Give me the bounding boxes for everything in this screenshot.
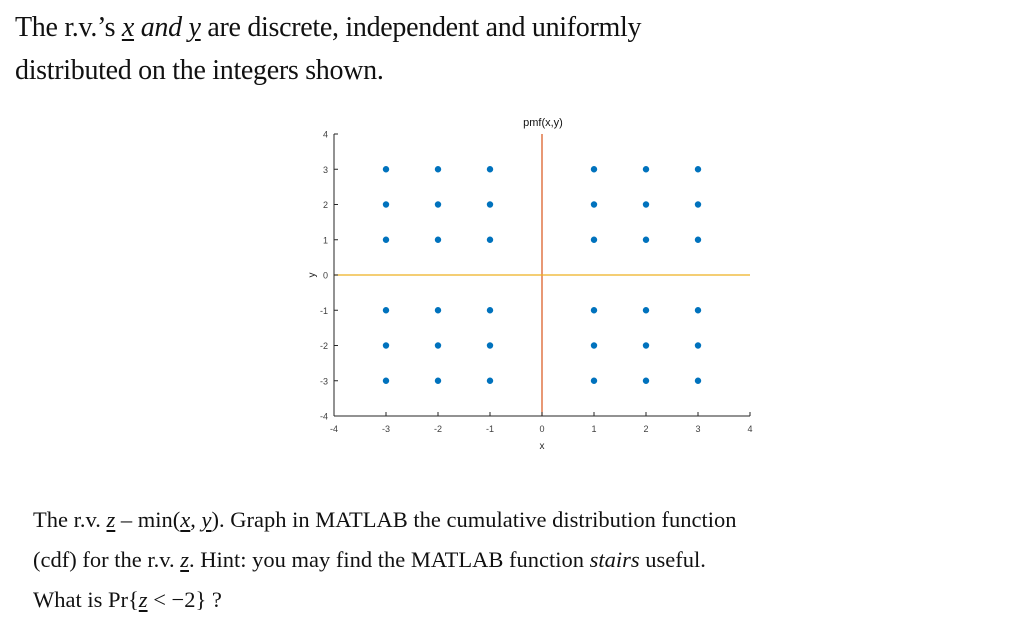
pmf-point (694, 166, 702, 173)
question-text: – min( (115, 507, 181, 532)
pmf-point (590, 342, 598, 349)
intro-and: and (134, 12, 189, 43)
x-tick-label: 0 (539, 424, 544, 434)
pmf-point (642, 166, 650, 173)
pmf-point (694, 236, 702, 243)
question-text: The r.v. (33, 507, 107, 532)
pmf-point (694, 342, 702, 349)
y-tick-label: -4 (320, 412, 328, 422)
pmf-point (434, 342, 442, 349)
pmf-point (434, 236, 442, 243)
question-text: . Hint: you may find the MATLAB function (189, 547, 590, 572)
chart-title: pmf(x,y) (523, 117, 563, 129)
var-z: z (106, 507, 116, 532)
pmf-point (590, 307, 598, 314)
x-tick-label: 4 (747, 424, 752, 434)
question-line-2: (cdf) for the r.v. z. Hint: you may find… (33, 540, 736, 580)
pmf-point (486, 201, 494, 208)
problem-question: The r.v. z – min(x, y). Graph in MATLAB … (33, 500, 736, 620)
x-tick-label: -2 (434, 424, 442, 434)
question-text: What is Pr{ (33, 587, 139, 612)
x-axis-label: x (540, 441, 545, 452)
question-text: (cdf) for the r.v. (33, 547, 181, 572)
y-tick-label: 4 (323, 130, 328, 140)
x-tick-label: 3 (695, 424, 700, 434)
pmf-point (642, 201, 650, 208)
y-tick-label: 0 (323, 271, 328, 281)
intro-text: are discrete, independent and uniformly (200, 12, 642, 43)
pmf-point (382, 307, 390, 314)
x-tick-label: 1 (591, 424, 596, 434)
y-axis-label: y (307, 273, 318, 278)
y-tick-label: -3 (320, 376, 328, 386)
pmf-point (486, 307, 494, 314)
pmf-point (642, 236, 650, 243)
pmf-point (382, 166, 390, 173)
stairs-function: stairs (589, 547, 640, 572)
y-tick-label: 1 (323, 235, 328, 245)
problem-intro: The r.v.’s x and y are discrete, indepen… (15, 6, 641, 92)
intro-line-2: distributed on the integers shown. (15, 55, 384, 86)
var-y: y (188, 12, 201, 43)
pmf-point (590, 166, 598, 173)
x-tick-label: -4 (330, 424, 338, 434)
question-text: useful. (639, 547, 706, 572)
var-y: y (201, 507, 212, 532)
pmf-point (382, 201, 390, 208)
pmf-point (486, 342, 494, 349)
question-line-1: The r.v. z – min(x, y). Graph in MATLAB … (33, 500, 736, 540)
x-tick-label: 2 (643, 424, 648, 434)
pmf-point (382, 377, 390, 384)
x-tick-label: -3 (382, 424, 390, 434)
pmf-point (642, 377, 650, 384)
pmf-point (590, 377, 598, 384)
var-z: z (138, 587, 148, 612)
pmf-point (434, 166, 442, 173)
pmf-point (434, 307, 442, 314)
question-line-3: What is Pr{z < −2} ? (33, 580, 736, 620)
var-x: x (121, 12, 135, 43)
pmf-point (486, 377, 494, 384)
y-tick-label: -1 (320, 306, 328, 316)
pmf-point (382, 236, 390, 243)
pmf-point (590, 201, 598, 208)
y-tick-label: 3 (323, 165, 328, 175)
question-text: < −2} ? (147, 587, 222, 612)
var-z: z (180, 547, 189, 572)
pmf-point (382, 342, 390, 349)
y-tick-label: 2 (323, 200, 328, 210)
pmf-point (694, 201, 702, 208)
pmf-point (642, 342, 650, 349)
pmf-point (486, 236, 494, 243)
x-tick-label: -1 (486, 424, 494, 434)
y-tick-label: -2 (320, 341, 328, 351)
pmf-point (486, 166, 494, 173)
intro-line-1: The r.v.’s x and y are discrete, indepen… (15, 6, 641, 49)
pmf-point (434, 377, 442, 384)
pmf-point (694, 377, 702, 384)
intro-text: The r.v.’s (15, 12, 122, 43)
pmf-point (642, 307, 650, 314)
pmf-point (694, 307, 702, 314)
question-text: , (190, 507, 202, 532)
pmf-point (434, 201, 442, 208)
var-x: x (180, 507, 191, 532)
pmf-point (590, 236, 598, 243)
question-text: ). Graph in MATLAB the cumulative distri… (211, 507, 737, 532)
